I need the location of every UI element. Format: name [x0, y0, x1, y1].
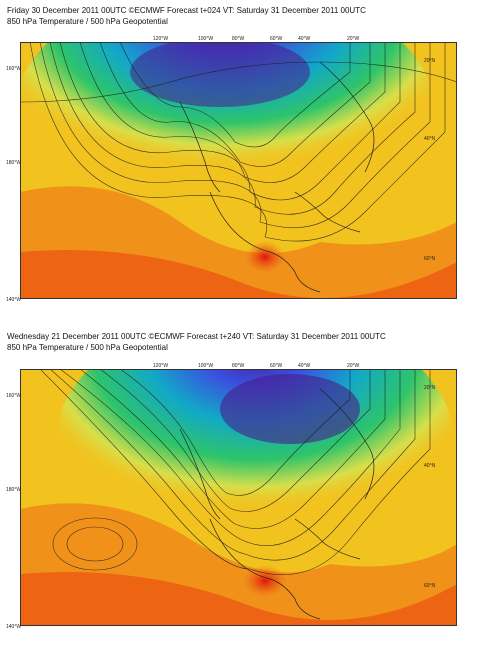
top-label: 100°W	[198, 36, 214, 42]
top-label: 40°W	[298, 363, 311, 369]
right-label: 40°N	[424, 463, 436, 469]
top-label: 120°W	[153, 363, 169, 369]
top-label: 40°W	[298, 36, 311, 42]
panel2-map: 120°W 100°W 80°W 60°W 40°W 20°W 160°W 18…	[6, 363, 457, 630]
coastlines	[179, 61, 375, 293]
hot-spot	[243, 565, 287, 597]
panel1-map: 120°W 100°W 80°W 60°W 40°W 20°W 160°W 18…	[6, 36, 457, 303]
top-label: 60°W	[270, 363, 283, 369]
top-label: 20°W	[347, 363, 360, 369]
left-label: 180°W	[6, 160, 22, 166]
geopotential-contours	[39, 369, 431, 576]
left-label: 160°W	[6, 66, 22, 72]
top-label: 60°W	[270, 36, 283, 42]
right-label: 20°N	[424, 58, 436, 64]
panel2-title: Wednesday 21 December 2011 00UTC ©ECMWF …	[7, 332, 386, 341]
geopotential-contours	[20, 42, 457, 242]
hot-spot	[245, 241, 285, 273]
right-label: 60°N	[424, 583, 436, 589]
right-label: 40°N	[424, 136, 436, 142]
top-label: 80°W	[232, 363, 245, 369]
right-label: 60°N	[424, 256, 436, 262]
panel1-title: Friday 30 December 2011 00UTC ©ECMWF For…	[7, 6, 366, 15]
top-label: 120°W	[153, 36, 169, 42]
panel1-subtitle: 850 hPa Temperature / 500 hPa Geopotenti…	[7, 17, 168, 26]
right-label: 20°N	[424, 385, 436, 391]
top-label: 100°W	[198, 363, 214, 369]
left-label: 180°W	[6, 487, 22, 493]
top-label: 80°W	[232, 36, 245, 42]
panel2-subtitle: 850 hPa Temperature / 500 hPa Geopotenti…	[7, 343, 168, 352]
cold-air-mass	[20, 42, 435, 242]
top-label: 20°W	[347, 36, 360, 42]
left-label: 160°W	[6, 393, 22, 399]
left-label: 140°W	[6, 624, 22, 630]
left-label: 140°W	[6, 297, 22, 303]
coastlines	[179, 388, 375, 620]
